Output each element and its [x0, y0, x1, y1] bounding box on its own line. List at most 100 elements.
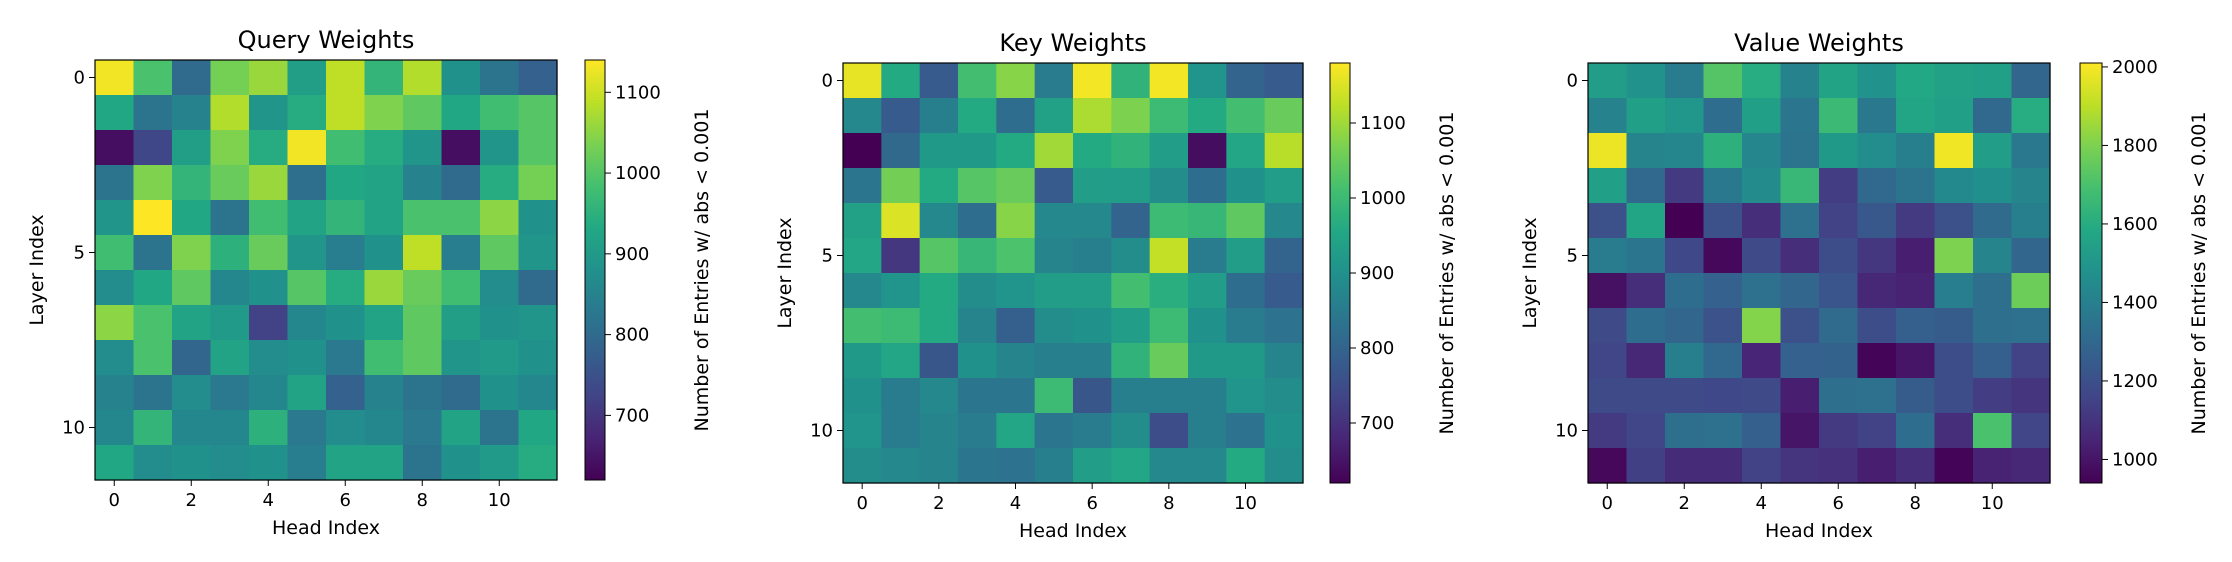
heatmap-cell — [919, 448, 959, 484]
heatmap-cell — [480, 60, 520, 96]
heatmap-cell — [326, 410, 366, 446]
heatmap-cell — [441, 445, 481, 481]
heatmap-cell — [1973, 308, 2013, 344]
heatmap-cell — [249, 305, 289, 341]
heatmap-cell — [1896, 343, 1936, 379]
heatmap-cell — [1703, 203, 1743, 239]
heatmap-cell — [1857, 413, 1897, 449]
heatmap-cell — [1626, 448, 1666, 484]
heatmap-cell — [172, 410, 212, 446]
heatmap-cell — [1626, 133, 1666, 169]
heatmap-cell — [95, 130, 135, 166]
colorbar-tick-label: 700 — [1360, 413, 1394, 434]
heatmap-cell — [1703, 308, 1743, 344]
heatmap-cell — [1073, 98, 1112, 134]
heatmap-cell — [881, 448, 921, 484]
heatmap-cell — [1588, 133, 1628, 169]
heatmap-cell — [1703, 413, 1743, 449]
colorbar-tick-label: 900 — [1360, 263, 1394, 284]
heatmap-cell — [1226, 448, 1266, 484]
heatmap-cell — [919, 413, 959, 449]
heatmap-cell — [403, 95, 443, 131]
heatmap-cell — [919, 133, 959, 169]
heatmap-cell — [364, 200, 404, 236]
heatmap-cell — [1073, 343, 1112, 379]
heatmap-cell — [249, 60, 289, 96]
heatmap-cell — [441, 165, 481, 201]
heatmap-cell — [210, 200, 250, 236]
heatmap-cell — [210, 375, 250, 411]
heatmap-cell — [133, 305, 173, 341]
heatmap-cell — [287, 60, 327, 96]
heatmap-cell — [2011, 133, 2051, 169]
heatmap-cell — [1934, 308, 1974, 344]
heatmap-cell — [1073, 203, 1112, 239]
heatmap-cell — [480, 375, 520, 411]
heatmap-cell — [1742, 343, 1782, 379]
heatmap-cell — [1703, 133, 1743, 169]
heatmap-cell — [133, 375, 173, 411]
heatmap-cell — [1896, 98, 1936, 134]
heatmap-cell — [326, 375, 366, 411]
heatmap-cell — [133, 60, 173, 96]
heatmap-cell — [287, 165, 327, 201]
heatmap-cell — [1034, 448, 1074, 484]
heatmap-cell — [1226, 203, 1266, 239]
heatmap-cell — [95, 375, 135, 411]
heatmap-cell — [326, 235, 366, 271]
heatmap-cell — [1264, 63, 1304, 99]
heatmap-cell — [1226, 343, 1266, 379]
heatmap-cell — [1588, 378, 1628, 414]
colorbar-tick-label: 800 — [615, 325, 649, 346]
heatmap-cell — [364, 375, 404, 411]
heatmap-cell — [2011, 168, 2051, 204]
heatmap-cell — [95, 410, 135, 446]
heatmap-cell — [881, 273, 921, 309]
heatmap-cell — [172, 445, 212, 481]
colorbar-tick-label: 800 — [1360, 338, 1394, 359]
heatmap-cell — [1819, 203, 1859, 239]
heatmap-cell — [1588, 238, 1628, 274]
heatmap-cell — [1703, 98, 1743, 134]
heatmap-cell — [958, 168, 997, 204]
heatmap-cell — [1588, 413, 1628, 449]
colorbar-tick-label: 1200 — [2112, 371, 2158, 392]
heatmap-cell — [958, 273, 997, 309]
colorbar-label: Number of Entries w/ abs < 0.001 — [2188, 112, 2210, 435]
heatmap-cell — [1742, 273, 1782, 309]
heatmap-cell — [1626, 98, 1666, 134]
heatmap-cell — [1896, 378, 1936, 414]
heatmap-cell — [1588, 63, 1628, 99]
heatmap-cell — [172, 305, 212, 341]
heatmap-cell — [1264, 308, 1304, 344]
heatmap-cell — [919, 238, 959, 274]
heatmap-cell — [1588, 308, 1628, 344]
heatmap-cell — [95, 60, 135, 96]
colorbar — [584, 59, 606, 481]
heatmap-cell — [1819, 448, 1859, 484]
heatmap-cell — [1034, 343, 1074, 379]
heatmap-cell — [1780, 238, 1820, 274]
heatmap-cell — [326, 165, 366, 201]
heatmap-cell — [172, 60, 212, 96]
heatmap-cell — [172, 130, 212, 166]
y-axis-label: Layer Index — [774, 217, 796, 328]
heatmap-cell — [172, 95, 212, 131]
heatmap-cell — [364, 60, 404, 96]
heatmap-cell — [1665, 168, 1705, 204]
heatmap-cell — [843, 343, 882, 379]
heatmap-cell — [95, 235, 135, 271]
heatmap-cell — [1665, 308, 1705, 344]
heatmap-cell — [441, 95, 481, 131]
heatmap-cell — [843, 63, 882, 99]
heatmap-cell — [1226, 133, 1266, 169]
heatmap-cell — [326, 445, 366, 481]
heatmap-cell — [210, 340, 250, 376]
heatmap-cell — [881, 133, 921, 169]
heatmap-cell — [518, 340, 558, 376]
heatmap-cell — [441, 305, 481, 341]
heatmap-cell — [1857, 98, 1897, 134]
heatmap-cell — [1742, 203, 1782, 239]
heatmap-cell — [1034, 63, 1074, 99]
heatmap-cell — [210, 60, 250, 96]
